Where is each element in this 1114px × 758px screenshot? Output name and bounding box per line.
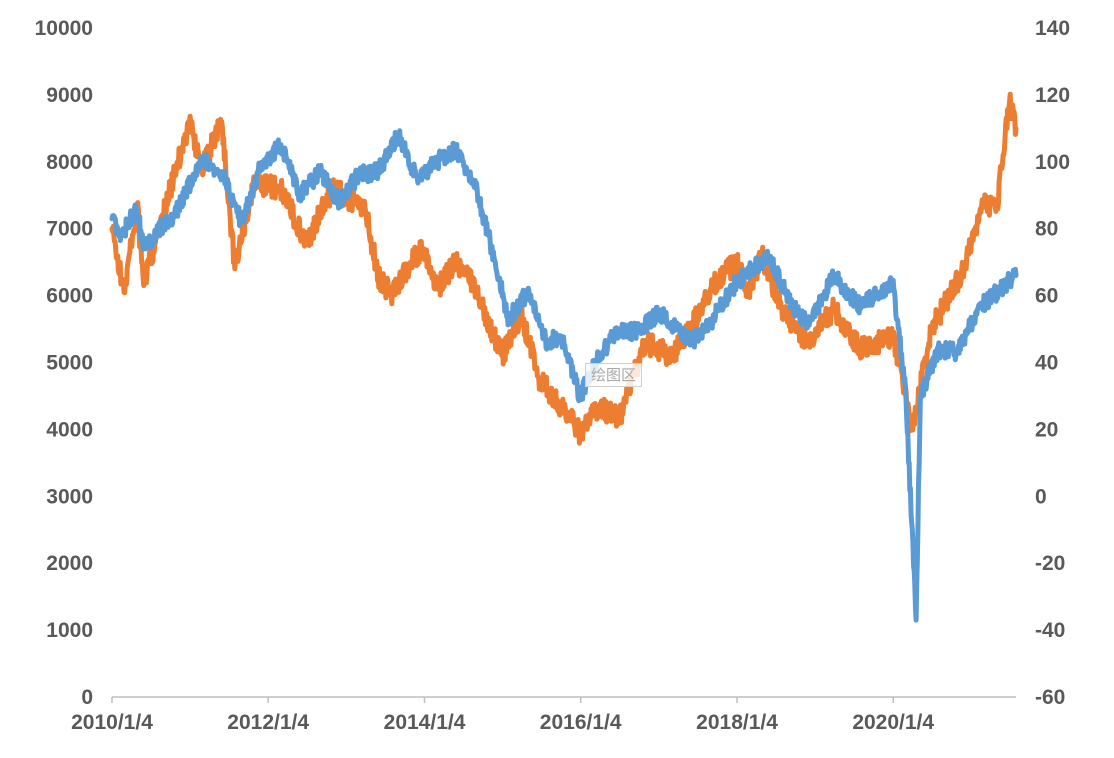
y-right-tick-label: -20 — [1035, 552, 1065, 575]
y-left-tick-label: 6000 — [46, 285, 93, 308]
y-left-tick-label: 2000 — [46, 552, 93, 575]
x-tick-label: 2012/1/4 — [227, 711, 309, 734]
y-left-tick-label: 3000 — [46, 485, 93, 508]
series-line-2 — [109, 128, 1019, 623]
plot-area-watermark: 绘图区 — [585, 363, 643, 387]
y-left-tick-label: 8000 — [46, 151, 93, 174]
series-layer — [109, 91, 1019, 623]
series-line-1 — [109, 91, 1019, 446]
y-left-tick-label: 1000 — [46, 619, 93, 642]
y-right-tick-label: 40 — [1035, 352, 1058, 375]
y-left-tick-label: 5000 — [46, 352, 93, 375]
y-right-tick-label: 140 — [1035, 17, 1070, 40]
y-right-tick-label: 100 — [1035, 151, 1070, 174]
x-tick-label: 2020/1/4 — [852, 711, 934, 734]
axis-layer: 2010/1/4 2012/1/4 2014/1/4 2016/1/4 2018/1/4… — [35, 17, 1070, 734]
x-tick-label: 2018/1/4 — [696, 711, 778, 734]
y-right-tick-label: 60 — [1035, 285, 1058, 308]
x-tick-label: 2014/1/4 — [384, 711, 466, 734]
x-tick-label: 2016/1/4 — [540, 711, 622, 734]
y-right-tick-label: -60 — [1035, 686, 1065, 709]
y-right-tick-label: 80 — [1035, 218, 1058, 241]
x-tick-label: 2010/1/4 — [71, 711, 153, 734]
y-right-tick-label: -40 — [1035, 619, 1065, 642]
y-left-tick-label: 9000 — [46, 84, 93, 107]
y-left-tick-label: 4000 — [46, 418, 93, 441]
y-left-tick-label: 0 — [81, 686, 93, 709]
y-right-tick-label: 0 — [1035, 485, 1047, 508]
y-right-tick-label: 20 — [1035, 418, 1058, 441]
y-left-tick-label: 10000 — [35, 17, 93, 40]
y-right-tick-label: 120 — [1035, 84, 1070, 107]
y-left-tick-label: 7000 — [46, 218, 93, 241]
